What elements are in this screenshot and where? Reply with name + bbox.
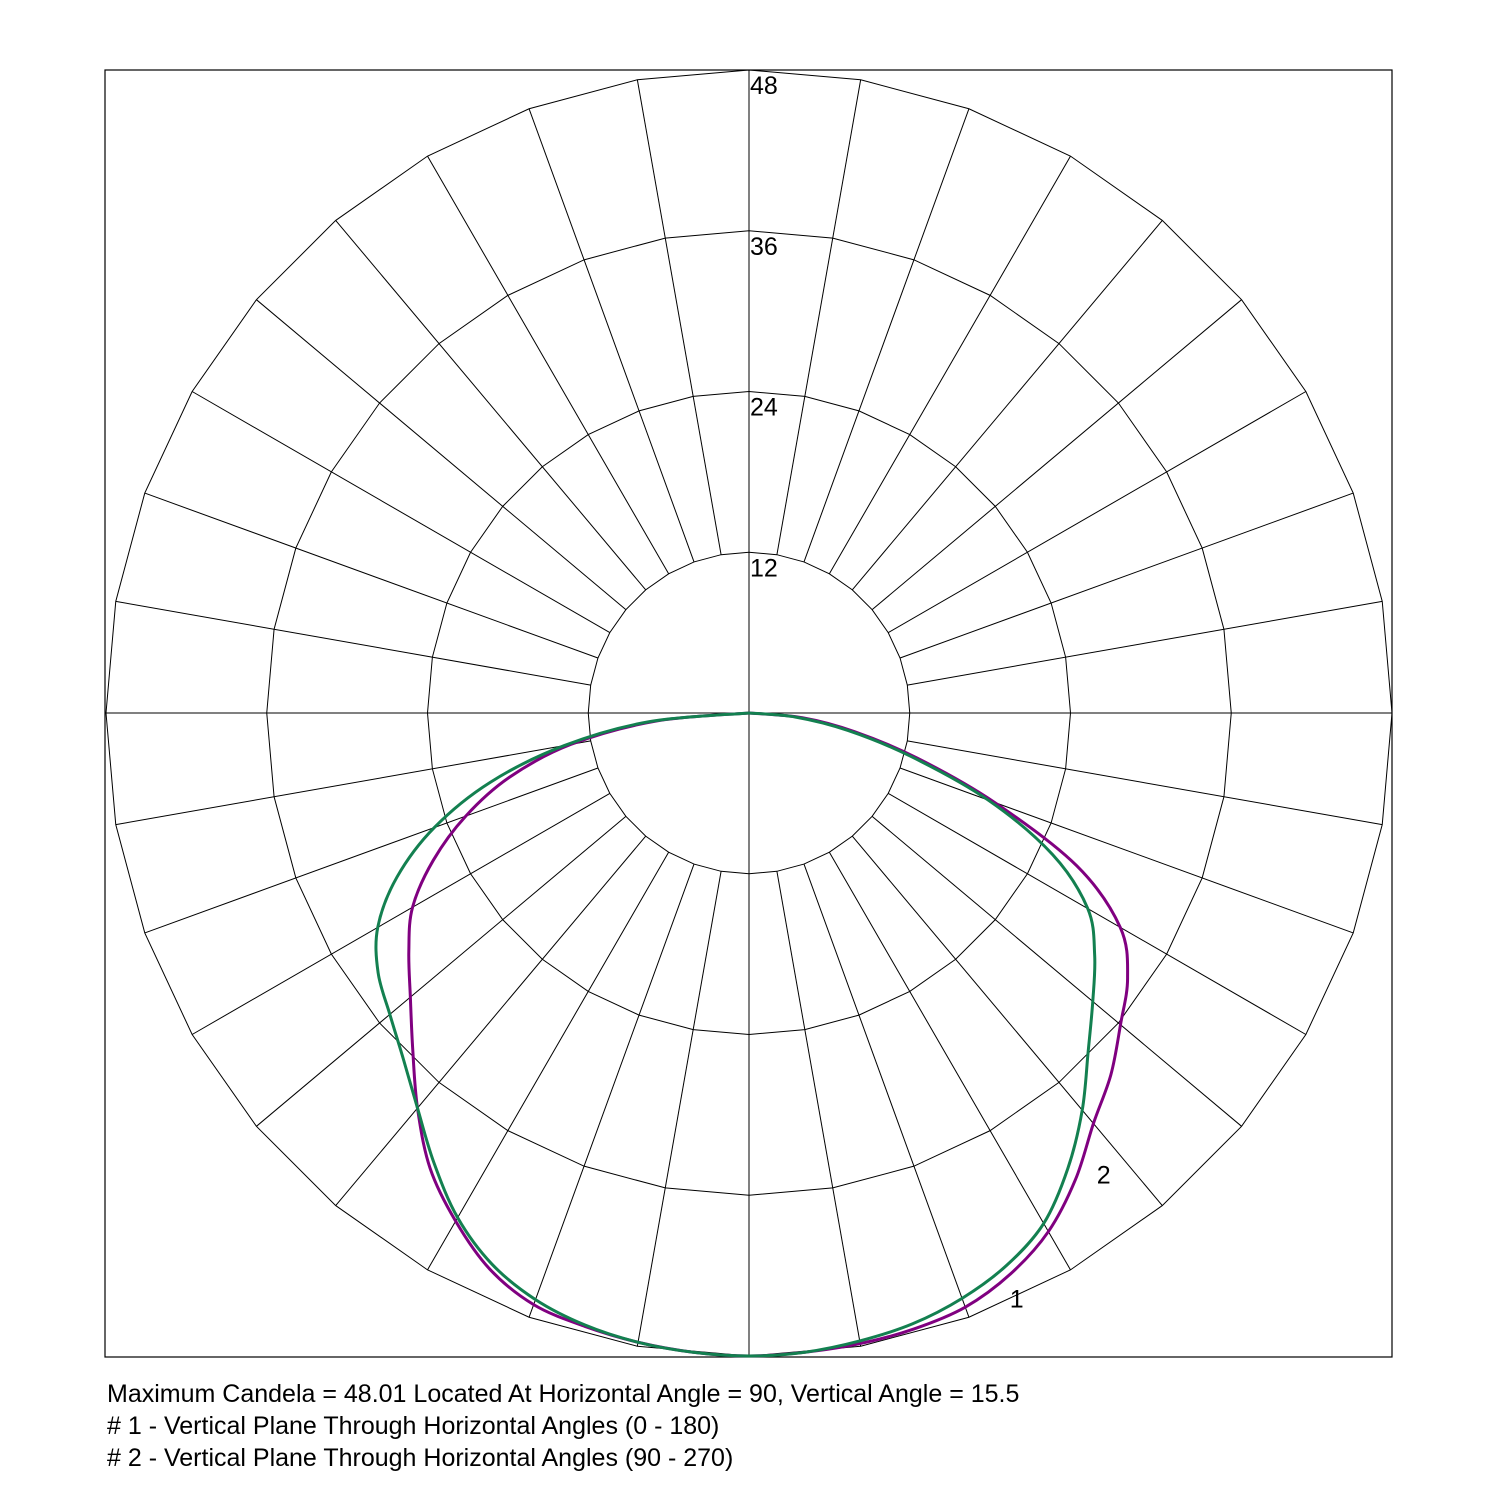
grid-spoke-340 [528,863,695,1318]
grid-spoke-320 [335,835,647,1206]
radial-tick-24: 24 [750,394,778,422]
grid-spoke-230 [256,299,627,611]
grid-spoke-100 [907,600,1383,686]
polar-grid [105,69,1393,1357]
grid-spoke-300 [191,792,611,1035]
grid-spoke-130 [871,299,1242,611]
grid-spoke-350 [636,871,722,1347]
grid-spoke-280 [115,740,591,826]
grid-spoke-30 [828,851,1071,1271]
radial-tick-36: 36 [750,233,778,261]
radial-tick-48: 48 [750,72,778,100]
candela-curves [374,711,1130,1358]
grid-spoke-330 [427,851,670,1271]
grid-spoke-60 [887,792,1307,1035]
grid-spoke-220 [335,220,647,591]
caption-max-candela: Maximum Candela = 48.01 Located At Horiz… [107,1380,1020,1408]
curve-label-1: 1 [1010,1286,1024,1314]
radial-tick-12: 12 [750,554,778,582]
grid-spoke-50 [871,815,1242,1127]
grid-spoke-160 [803,108,970,563]
grid-spoke-140 [851,220,1163,591]
curve-1 [407,711,1130,1358]
grid-spoke-110 [899,492,1354,659]
grid-spoke-80 [907,740,1383,826]
grid-spoke-10 [776,871,862,1347]
grid-spoke-170 [776,79,862,555]
curve-label-2: 2 [1097,1162,1111,1190]
grid-spoke-250 [144,492,599,659]
grid-spoke-120 [887,391,1307,634]
grid-spoke-190 [636,79,722,555]
grid-spoke-40 [851,835,1163,1206]
curve-labels: 12 [1010,1162,1111,1314]
grid-spoke-290 [144,767,599,934]
grid-spoke-20 [803,863,970,1318]
grid-spoke-70 [899,767,1354,934]
grid-spoke-150 [828,155,1071,575]
curve-2 [374,711,1097,1358]
caption-plane-2: # 2 - Vertical Plane Through Horizontal … [107,1444,734,1472]
radial-tick-labels: 12 24 36 48 [750,72,778,582]
grid-spoke-200 [528,108,695,563]
chart-caption: Maximum Candela = 48.01 Located At Horiz… [107,1378,1019,1474]
grid-spoke-260 [115,600,591,686]
grid-spoke-310 [256,815,627,1127]
grid-spoke-210 [427,155,670,575]
caption-plane-1: # 1 - Vertical Plane Through Horizontal … [107,1412,720,1440]
grid-spoke-240 [191,391,611,634]
